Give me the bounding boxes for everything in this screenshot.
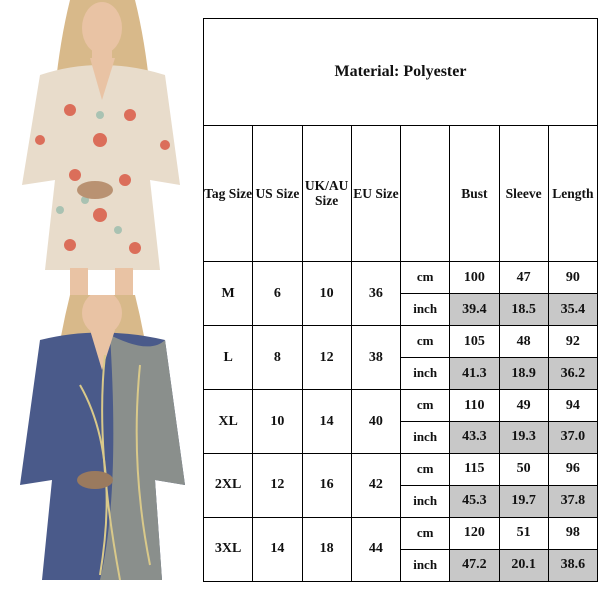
cell-sleeve-inch: 19.7 (498, 484, 549, 518)
size-row-cm: 2XL 12 16 42 cm 115 50 96 (202, 453, 599, 518)
material-title: Material: Polyester (203, 18, 598, 126)
cell-uk: 14 (301, 389, 352, 455)
unit-inch: inch (399, 548, 451, 583)
cell-tag: M (202, 261, 254, 327)
cell-eu: 38 (350, 325, 402, 391)
cell-bust-cm: 105 (449, 325, 500, 359)
size-row-cm: XL 10 14 40 cm 110 49 94 (202, 389, 599, 455)
cell-sleeve-inch: 18.5 (498, 293, 549, 327)
cell-bust-inch: 41.3 (449, 357, 500, 391)
cell-uk: 18 (301, 516, 352, 583)
cell-us: 10 (252, 389, 303, 455)
cell-length-cm: 98 (547, 516, 599, 550)
cell-sleeve-cm: 48 (498, 325, 549, 359)
cell-bust-cm: 110 (449, 389, 500, 423)
cell-sleeve-cm: 49 (498, 389, 549, 423)
unit-cm: cm (399, 261, 451, 295)
cell-bust-cm: 100 (449, 261, 500, 295)
cell-sleeve-cm: 47 (498, 261, 549, 295)
unit-cm: cm (399, 516, 451, 550)
cell-length-cm: 92 (547, 325, 599, 359)
header-eu-size: EU Size (350, 124, 402, 263)
size-row-inch: inch 43.3 19.3 37.0 (204, 421, 599, 455)
cell-length-cm: 90 (547, 261, 599, 295)
size-row-cm: L 8 12 38 cm 105 48 92 (202, 325, 599, 391)
unit-inch: inch (399, 357, 451, 391)
cell-uk: 16 (301, 453, 352, 518)
cell-tag: 3XL (202, 516, 254, 583)
cell-bust-inch: 47.2 (449, 548, 500, 583)
size-row-inch: inch 45.3 19.7 37.8 (204, 484, 599, 518)
cell-length-inch: 37.8 (547, 484, 599, 518)
size-row-inch: inch 41.3 18.9 36.2 (204, 357, 599, 391)
unit-inch: inch (399, 484, 451, 518)
size-row-inch: inch 39.4 18.5 35.4 (204, 293, 599, 327)
header-unit (399, 124, 451, 263)
size-chart-table: Material: Polyester Tag Size US Size UK/AU… (202, 18, 599, 583)
cell-us: 8 (252, 325, 303, 391)
cell-uk: 10 (301, 261, 352, 327)
size-row-inch: inch 47.2 20.1 38.6 (204, 548, 599, 583)
unit-inch: inch (399, 421, 451, 455)
cell-eu: 44 (350, 516, 402, 583)
cell-bust-inch: 39.4 (449, 293, 500, 327)
cell-eu: 40 (350, 389, 402, 455)
cell-length-cm: 96 (547, 453, 599, 486)
size-row-cm: M 6 10 36 cm 100 47 90 (202, 261, 599, 327)
unit-inch: inch (399, 293, 451, 327)
cell-eu: 42 (350, 453, 402, 518)
unit-cm: cm (399, 453, 451, 486)
cell-bust-inch: 43.3 (449, 421, 500, 455)
cell-sleeve-inch: 18.9 (498, 357, 549, 391)
cell-length-cm: 94 (547, 389, 599, 423)
cell-bust-cm: 115 (449, 453, 500, 486)
cell-sleeve-inch: 19.3 (498, 421, 549, 455)
unit-cm: cm (399, 389, 451, 423)
cell-tag: XL (202, 389, 254, 455)
cell-length-inch: 38.6 (547, 548, 599, 583)
cell-length-inch: 37.0 (547, 421, 599, 455)
cell-bust-inch: 45.3 (449, 484, 500, 518)
size-row-cm: 3XL 14 18 44 cm 120 51 98 (202, 516, 599, 583)
cell-us: 12 (252, 453, 303, 518)
cell-length-inch: 35.4 (547, 293, 599, 327)
cell-length-inch: 36.2 (547, 357, 599, 391)
cell-us: 6 (252, 261, 303, 327)
cell-us: 14 (252, 516, 303, 583)
header-uk-au-size: UK/AU Size (301, 124, 352, 263)
unit-cm: cm (399, 325, 451, 359)
header-bust: Bust (449, 124, 500, 263)
cell-sleeve-cm: 50 (498, 453, 549, 486)
header-row: Tag Size US Size UK/AU Size EU Size Bust Slee… (202, 124, 599, 263)
cell-tag: 2XL (202, 453, 254, 518)
product-photo-floral-dress (0, 0, 202, 295)
cell-tag: L (202, 325, 254, 391)
header-us-size: US Size (252, 124, 303, 263)
cell-uk: 12 (301, 325, 352, 391)
header-tag-size: Tag Size (202, 124, 254, 263)
cell-sleeve-cm: 51 (498, 516, 549, 550)
product-photo-marble-dress (0, 295, 202, 590)
cell-bust-cm: 120 (449, 516, 500, 550)
cell-eu: 36 (350, 261, 402, 327)
header-length: Length (547, 124, 599, 263)
header-sleeve: Sleeve (498, 124, 549, 263)
cell-sleeve-inch: 20.1 (498, 548, 549, 583)
